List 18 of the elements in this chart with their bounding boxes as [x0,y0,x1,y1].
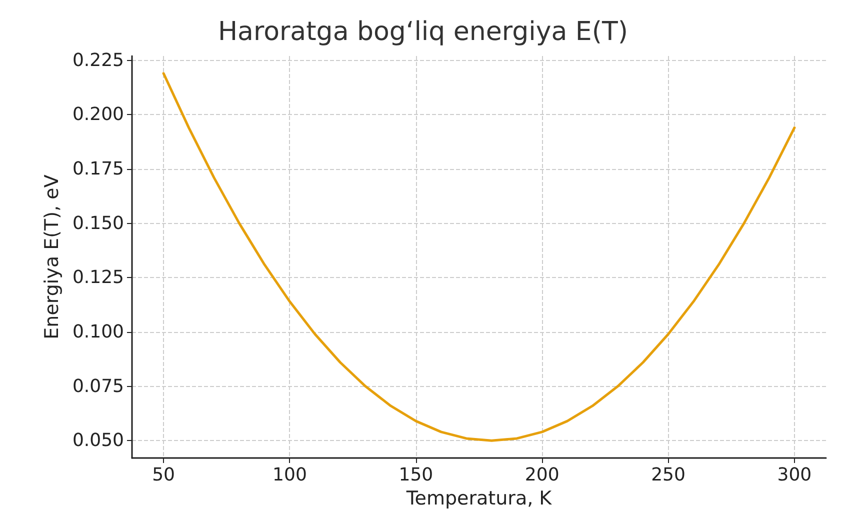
y-axis-title: Energiya E(T), eV [41,174,64,340]
x-axis-title: Temperatura, K [405,487,552,510]
x-tick-label: 250 [651,464,686,486]
y-tick-label: 0.125 [72,267,124,288]
x-tick-label: 200 [524,464,560,486]
y-tick-label: 0.050 [72,430,124,452]
y-tick-label: 0.075 [72,376,124,397]
y-tick-label: 0.225 [72,50,124,71]
chart-title: Haroratga bog‘liq energiya E(T) [218,17,628,47]
x-tick-label: 300 [777,464,812,486]
line-series [162,72,796,442]
y-tick-label: 0.100 [72,321,124,342]
x-tick-label: 150 [398,464,434,486]
y-tick-label: 0.175 [72,158,124,180]
y-tick-label: 0.150 [72,212,124,234]
x-tick-label: 100 [272,464,307,486]
x-tick-label: 50 [152,464,175,486]
y-tick-label: 0.200 [72,104,124,126]
